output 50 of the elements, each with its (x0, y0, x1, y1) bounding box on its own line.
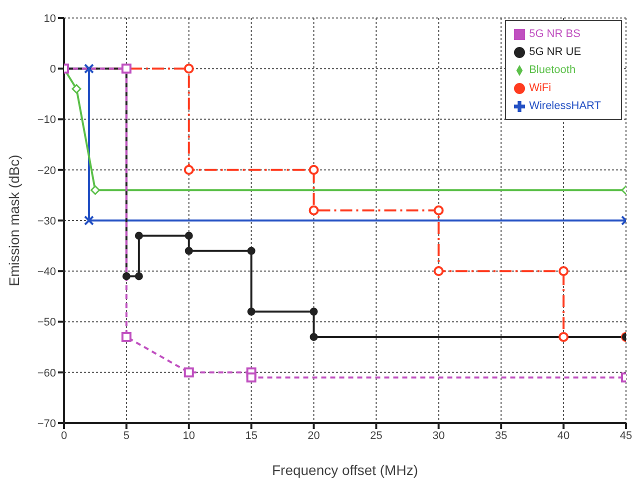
point (121, 332, 132, 342)
point (246, 372, 256, 382)
y-axis-title: Emission mask (dBc) (6, 154, 22, 286)
x-axis-title: Frequency offset (MHz) (272, 462, 418, 478)
y-tick-label: −40 (37, 266, 56, 278)
legend-label: 5G NR UE (529, 46, 582, 58)
x-tick-label: 5 (123, 430, 130, 442)
y-tick-label: −30 (37, 215, 56, 228)
legend-label: WiFi (529, 82, 552, 94)
point (90, 185, 100, 195)
point (84, 216, 94, 226)
legend-label: Bluetooth (529, 64, 576, 76)
point (310, 332, 318, 341)
x-tick-label: 20 (308, 430, 320, 442)
x-tick-label: 0 (60, 430, 68, 442)
point (134, 272, 143, 280)
point (558, 332, 569, 342)
point (434, 205, 444, 216)
x-tick-label: 40 (557, 430, 570, 442)
x-tick-label: 35 (494, 430, 508, 442)
point (122, 272, 130, 280)
x-tick-label: 30 (432, 430, 445, 442)
legend-label: 5G NR BS (529, 28, 580, 40)
point (434, 266, 444, 276)
y-tick-label: −20 (37, 164, 56, 177)
point (558, 266, 569, 276)
point (184, 246, 193, 255)
point (134, 232, 143, 240)
point (184, 232, 193, 240)
legend-label: WirelessHART (529, 100, 601, 112)
point (247, 308, 256, 316)
point (310, 308, 318, 316)
x-tick-label: 25 (370, 430, 382, 442)
point (184, 367, 194, 378)
y-tick-label: −60 (37, 367, 56, 380)
y-tick-label: −70 (37, 418, 56, 430)
point (184, 64, 194, 74)
point (184, 164, 194, 175)
point (308, 164, 319, 175)
point (308, 205, 319, 216)
y-tick-label: −50 (37, 316, 56, 329)
x-tick-label: 10 (182, 430, 196, 442)
point (72, 84, 82, 94)
y-tick-label: 0 (50, 64, 56, 76)
x-tick-label: 45 (620, 430, 632, 442)
point (247, 246, 256, 255)
point (84, 64, 94, 74)
x-tick-label: 15 (245, 430, 258, 442)
y-tick-label: 10 (44, 12, 56, 25)
y-tick-label: −10 (37, 114, 56, 126)
